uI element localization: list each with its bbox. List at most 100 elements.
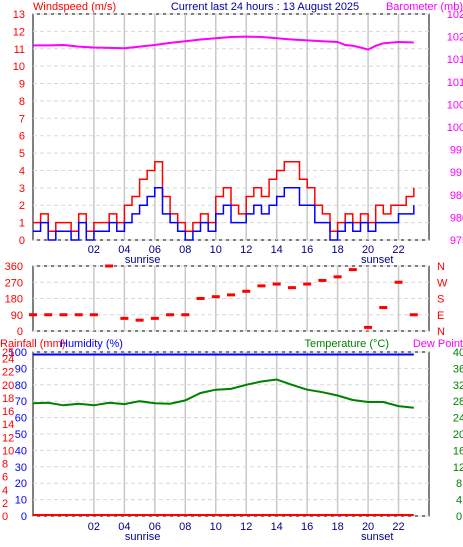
windspeed-tick-label: 7 xyxy=(19,113,25,125)
humidity-tick-label: 20 xyxy=(15,478,27,490)
temperature-series-line xyxy=(32,378,414,409)
humidity-tick-label: 100 xyxy=(9,347,27,359)
temperature-tick-label: 8 xyxy=(456,478,462,490)
windspeed-axis-title: Windspeed (m/s) xyxy=(33,1,116,13)
rainfall-tick-label: 0 xyxy=(2,511,8,523)
rainfall-tick-label: 12 xyxy=(2,432,14,444)
wind-x-tick-label: 14 xyxy=(271,244,283,256)
humidity-axis-title: Humidity (%) xyxy=(60,338,123,350)
temperature-x-tick-label: 06 xyxy=(149,521,161,533)
wind-x-tick-label: 18 xyxy=(331,244,343,256)
rainfall-tick-label: 10 xyxy=(2,445,14,457)
temperature-tick-label: 20 xyxy=(453,429,463,441)
windspeed-tick-label: 11 xyxy=(14,44,25,56)
temperature-tick-label: 24 xyxy=(453,413,463,425)
humidity-tick-label: 80 xyxy=(15,380,27,392)
rainfall-tick-label: 4 xyxy=(2,485,8,497)
compass-tick-label: N xyxy=(437,326,445,338)
barometer-tick-label: 1024 xyxy=(447,32,463,44)
temperature-x-tick-label: 16 xyxy=(301,521,313,533)
temperature-tick-label: 12 xyxy=(453,462,463,474)
humidity-tick-label: 70 xyxy=(15,396,27,408)
temperature-sunrise-label: sunrise xyxy=(125,531,160,542)
humidity-tick-label: 60 xyxy=(15,413,27,425)
rainfall-tick-label: 22 xyxy=(2,367,14,379)
temperature-tick-label: 32 xyxy=(453,380,463,392)
temperature-tick-label: 36 xyxy=(453,363,463,375)
wind-sunset-label: sunset xyxy=(361,254,393,266)
windspeed-tick-label: 9 xyxy=(19,79,25,91)
temperature-x-tick-label: 02 xyxy=(88,521,100,533)
windspeed-tick-label: 1 xyxy=(19,218,25,230)
dewpoint-axis-title: Dew Point xyxy=(413,338,463,350)
windspeed-tick-label: 0 xyxy=(19,235,25,247)
temperature-x-tick-label: 18 xyxy=(331,521,343,533)
direction-tick-label: 360 xyxy=(5,261,23,273)
wind-x-tick-label: 20 xyxy=(362,244,374,256)
compass-tick-label: N xyxy=(437,261,445,273)
rainfall-axis-title: Rainfall (mm) xyxy=(0,338,65,350)
windspeed-tick-label: 10 xyxy=(13,61,25,73)
barometer-tick-label: 1018 xyxy=(447,54,463,66)
barometer-tick-label: 991 xyxy=(450,167,463,179)
compass-tick-label: S xyxy=(437,294,444,306)
wind-x-tick-label: 08 xyxy=(179,244,191,256)
windspeed-tick-label: 4 xyxy=(19,165,25,177)
direction-tick-label: 180 xyxy=(5,294,23,306)
wind-x-tick-label: 02 xyxy=(88,244,100,256)
humidity-tick-label: 90 xyxy=(15,363,27,375)
windspeed-tick-label: 6 xyxy=(19,131,25,143)
direction-tick-label: 0 xyxy=(17,326,23,338)
rainfall-tick-label: 24 xyxy=(2,354,14,366)
direction-tick-label: 90 xyxy=(11,310,23,322)
barometer-axis-title: Barometer (mb) xyxy=(386,1,463,13)
temperature-x-tick-label: 20 xyxy=(362,521,374,533)
barometer-series-line xyxy=(33,35,414,51)
rainfall-tick-label: 20 xyxy=(2,380,14,392)
rainfall-tick-label: 6 xyxy=(2,472,8,484)
windspeed-tick-label: 2 xyxy=(19,200,25,212)
windspeed-tick-label: 12 xyxy=(13,26,25,38)
wind-x-tick-label: 12 xyxy=(240,244,252,256)
direction-tick-label: 270 xyxy=(5,277,23,289)
wind-x-tick-label: 22 xyxy=(392,244,404,256)
humidity-tick-label: 30 xyxy=(15,462,27,474)
barometer-tick-label: 1013 xyxy=(447,77,463,89)
wind-x-tick-label: 06 xyxy=(149,244,161,256)
temperature-x-tick-label: 08 xyxy=(179,521,191,533)
humidity-tick-label: 40 xyxy=(15,445,27,457)
wind-x-tick-label: 04 xyxy=(118,244,130,256)
temperature-x-tick-label: 04 xyxy=(118,521,130,533)
temperature-x-tick-label: 10 xyxy=(210,521,222,533)
temperature-tick-label: 0 xyxy=(456,511,462,523)
chart-layer: 0123456789101112139759809869919971002100… xyxy=(2,9,463,543)
barometer-tick-label: 986 xyxy=(450,190,463,202)
barometer-tick-label: 980 xyxy=(450,212,463,224)
temperature-tick-label: 40 xyxy=(453,347,463,359)
windspeed-tick-label: 8 xyxy=(19,96,25,108)
barometer-tick-label: 975 xyxy=(450,235,463,247)
temperature-tick-label: 4 xyxy=(456,495,462,507)
temperature-x-tick-label: 14 xyxy=(271,521,283,533)
wind-x-tick-label: 10 xyxy=(210,244,222,256)
compass-tick-label: E xyxy=(437,310,444,322)
humidity-tick-label: 10 xyxy=(15,495,27,507)
barometer-tick-label: 1008 xyxy=(447,99,463,111)
rainfall-tick-label: 25 xyxy=(2,347,14,359)
wind-sunrise-label: sunrise xyxy=(125,254,160,266)
barometer-tick-label: 997 xyxy=(450,145,463,157)
windspeed-series-line xyxy=(33,161,415,233)
rainfall-tick-label: 18 xyxy=(2,393,14,405)
barometer-tick-label: 1002 xyxy=(447,122,463,134)
gust-series-line xyxy=(33,187,415,241)
windspeed-tick-label: 3 xyxy=(19,183,25,195)
humidity-tick-label: 50 xyxy=(15,429,27,441)
temperature-x-tick-label: 12 xyxy=(240,521,252,533)
compass-tick-label: W xyxy=(437,277,448,289)
humidity-tick-label: 0 xyxy=(21,511,27,523)
rainfall-tick-label: 14 xyxy=(2,419,14,431)
windspeed-tick-label: 5 xyxy=(19,148,25,160)
rainfall-tick-label: 8 xyxy=(2,459,8,471)
